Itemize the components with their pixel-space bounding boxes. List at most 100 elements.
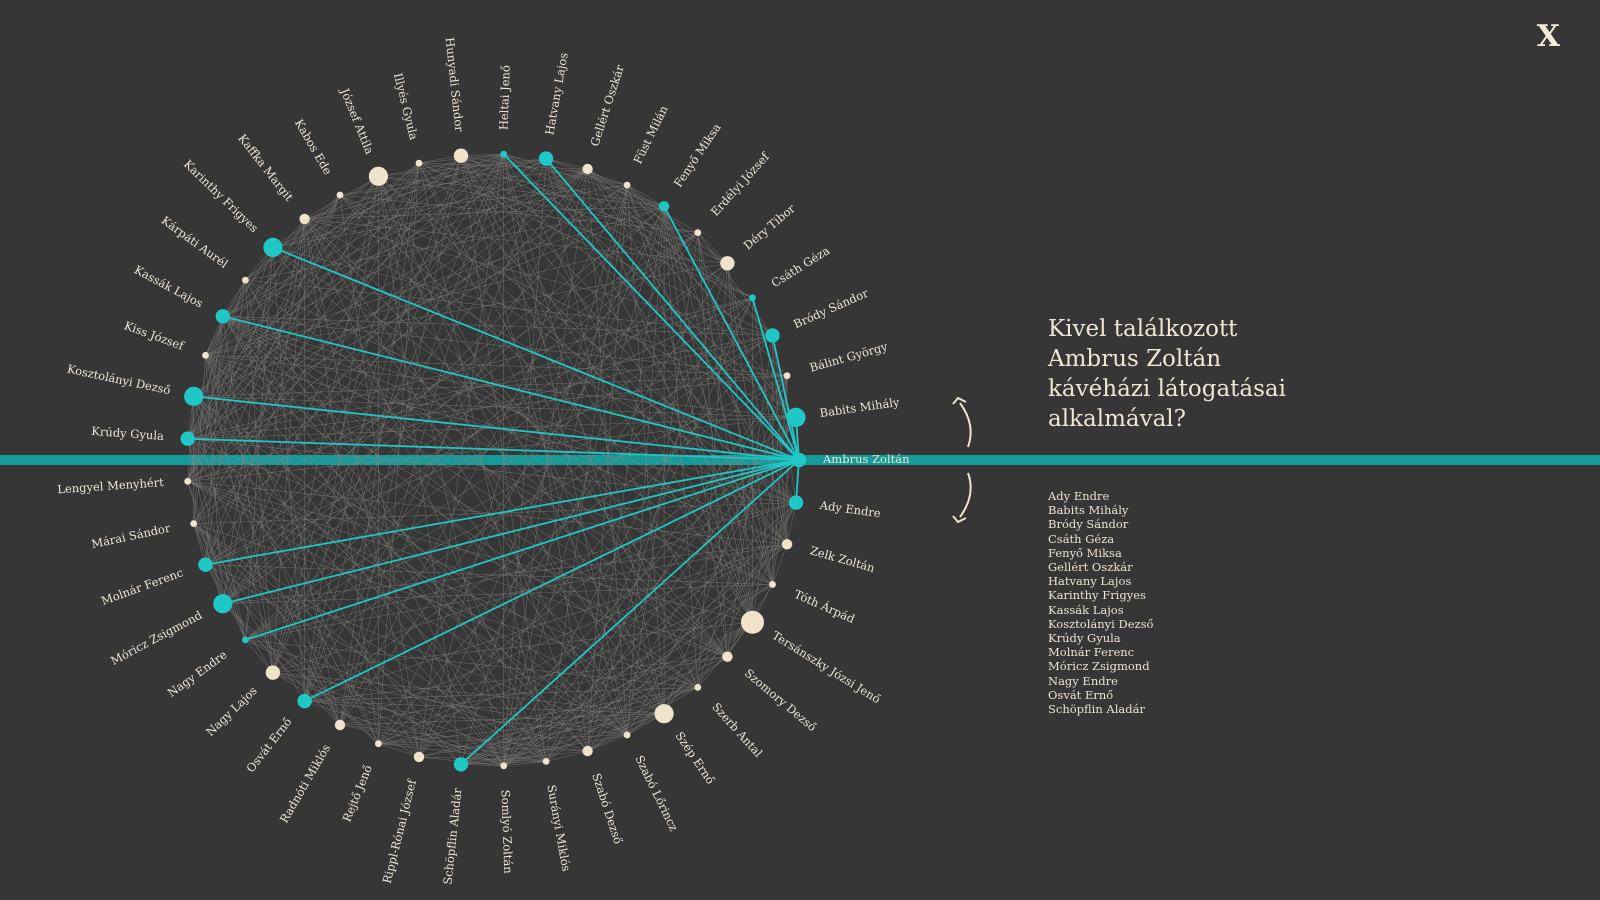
label-brody-sandor[interactable]: Bródy Sándor xyxy=(791,286,871,332)
node-rejto-jeno[interactable] xyxy=(375,740,382,748)
label-fenyo-miksa[interactable]: Fenyő Miksa xyxy=(671,121,724,190)
node-molnar-ferenc[interactable] xyxy=(198,557,213,572)
label-nagy-lajos[interactable]: Nagy Lajos xyxy=(203,683,260,739)
label-erdelyi-jozsef[interactable]: Erdélyi József xyxy=(708,149,773,218)
close-button[interactable]: X xyxy=(1536,19,1560,54)
edge xyxy=(339,155,462,726)
node-szep-erno[interactable] xyxy=(654,704,674,724)
label-jozsef-attila[interactable]: József Attila xyxy=(337,85,377,156)
node-kiss-jozsef[interactable] xyxy=(202,351,209,359)
node-balint-gyorgy[interactable] xyxy=(783,372,791,380)
label-somlyo-zoltan[interactable]: Somlyó Zoltán xyxy=(499,790,516,875)
node-erdelyi-jozsef[interactable] xyxy=(694,229,702,237)
edge xyxy=(587,687,698,752)
node-kaffka-margit[interactable] xyxy=(299,213,310,225)
label-nagy-endre[interactable]: Nagy Endre xyxy=(165,647,230,700)
edge xyxy=(222,206,665,604)
node-dery-tibor[interactable] xyxy=(720,256,735,271)
label-kassak-lajos[interactable]: Kassák Lajos xyxy=(132,263,205,311)
node-nagy-lajos[interactable] xyxy=(265,665,281,680)
node-szabo-lorincz[interactable] xyxy=(623,731,631,739)
node-szerb-antal[interactable] xyxy=(694,684,702,691)
edge xyxy=(187,438,797,503)
node-moricz-zsigmond[interactable] xyxy=(213,594,233,614)
label-karinthy-frigyes[interactable]: Karinthy Frigyes xyxy=(181,157,261,235)
label-szabo-lorincz[interactable]: Szabó Lőrincz xyxy=(632,753,681,833)
label-rippl-ronai-jozsef[interactable]: Rippl-Rónai József xyxy=(380,778,419,885)
label-illyes-gyula[interactable]: Illyés Gyula xyxy=(391,72,421,142)
arrow-down-icon[interactable] xyxy=(959,472,972,518)
label-toth-arpad[interactable]: Tóth Árpád xyxy=(792,587,857,626)
label-balint-gyorgy[interactable]: Bálint György xyxy=(808,339,890,375)
label-radnoti-miklos[interactable]: Radnóti Miklós xyxy=(277,742,333,826)
node-hatvany-lajos[interactable] xyxy=(538,151,554,166)
label-karpati-aurel[interactable]: Kárpáti Aurél xyxy=(159,213,231,271)
label-szabo-dezso[interactable]: Szabó Dezső xyxy=(589,771,625,845)
label-szerb-antal[interactable]: Szerb Antal xyxy=(709,700,765,760)
node-tersanszky-jozsi-jeno[interactable] xyxy=(741,610,764,634)
label-lengyel-menyhert[interactable]: Lengyel Menyhért xyxy=(57,475,165,496)
node-rippl-ronai-jozsef[interactable] xyxy=(413,751,425,763)
node-kosztolanyi-dezso[interactable] xyxy=(184,386,204,406)
label-schopflin-aladar[interactable]: Schöpflin Aladár xyxy=(440,787,464,885)
label-kabos-ede[interactable]: Kabos Ede xyxy=(292,117,335,178)
node-radnoti-miklos[interactable] xyxy=(334,719,346,731)
label-zelk-zoltan[interactable]: Zelk Zoltán xyxy=(809,543,877,575)
edge xyxy=(587,502,797,752)
label-moricz-zsigmond[interactable]: Móricz Zsigmond xyxy=(108,608,205,668)
label-szep-erno[interactable]: Szép Ernő xyxy=(673,729,718,787)
node-lengyel-menyhert[interactable] xyxy=(184,477,192,485)
node-suranyi-miklos[interactable] xyxy=(542,758,550,765)
node-schopflin-aladar[interactable] xyxy=(453,757,469,772)
label-ambrus-zoltan[interactable]: Ambrus Zoltán xyxy=(822,452,910,466)
edge xyxy=(503,153,797,418)
node-szomory-dezso[interactable] xyxy=(722,651,733,662)
label-krudy-gyula[interactable]: Krúdy Gyula xyxy=(91,424,165,443)
node-fust-milan[interactable] xyxy=(623,181,631,189)
node-osvat-erno[interactable] xyxy=(297,693,312,709)
label-gellert-oszkar[interactable]: Gellért Oszkár xyxy=(587,63,627,148)
node-krudy-gyula[interactable] xyxy=(180,431,195,446)
label-suranyi-miklos[interactable]: Surányi Miklós xyxy=(544,784,573,873)
label-ady-endre[interactable]: Ady Endre xyxy=(818,498,882,521)
label-kosztolanyi-dezso[interactable]: Kosztolányi Dezső xyxy=(66,362,172,398)
node-fenyo-miksa[interactable] xyxy=(658,201,670,212)
arrow-up-icon[interactable] xyxy=(959,402,972,448)
node-karinthy-frigyes[interactable] xyxy=(263,237,283,257)
label-kaffka-margit[interactable]: Kaffka Margit xyxy=(235,131,296,204)
node-toth-arpad[interactable] xyxy=(769,581,776,588)
label-babits-mihaly[interactable]: Babits Mihály xyxy=(819,395,901,420)
node-heltai-jeno[interactable] xyxy=(500,150,508,158)
label-hatvany-lajos[interactable]: Hatvany Lajos xyxy=(542,51,570,136)
label-tersanszky-jozsi-jeno[interactable]: Tersánszky Józsi Jenő xyxy=(770,628,883,706)
node-jozsef-attila[interactable] xyxy=(368,166,388,186)
edge xyxy=(187,162,420,439)
label-marai-sandor[interactable]: Márai Sándor xyxy=(90,521,172,551)
label-hunyadi-sandor[interactable]: Hunyadi Sándor xyxy=(443,37,467,133)
label-szomory-dezso[interactable]: Szomory Dezső xyxy=(742,666,819,734)
node-brody-sandor[interactable] xyxy=(765,328,780,343)
label-fust-milan[interactable]: Füst Milán xyxy=(631,103,671,166)
node-kassak-lajos[interactable] xyxy=(215,309,230,324)
label-molnar-ferenc[interactable]: Molnár Ferenc xyxy=(99,565,185,608)
node-szabo-dezso[interactable] xyxy=(582,745,593,757)
label-rejto-jeno[interactable]: Rejtő Jenő xyxy=(340,763,375,824)
node-babits-mihaly[interactable] xyxy=(786,407,806,427)
node-ambrus-zoltan[interactable] xyxy=(791,452,807,468)
node-marai-sandor[interactable] xyxy=(190,520,198,527)
node-csath-geza[interactable] xyxy=(749,294,756,302)
label-csath-geza[interactable]: Csáth Géza xyxy=(769,243,833,290)
node-hunyadi-sandor[interactable] xyxy=(453,148,469,163)
node-nagy-endre[interactable] xyxy=(242,636,249,644)
label-heltai-jeno[interactable]: Heltai Jenő xyxy=(497,65,513,131)
label-osvat-erno[interactable]: Osvát Ernő xyxy=(243,715,294,775)
label-dery-tibor[interactable]: Déry Tibor xyxy=(741,201,798,252)
node-kabos-ede[interactable] xyxy=(336,191,344,199)
node-karpati-aurel[interactable] xyxy=(242,276,249,284)
label-kiss-jozsef[interactable]: Kiss József xyxy=(122,318,186,353)
node-illyes-gyula[interactable] xyxy=(415,159,423,167)
node-ady-endre[interactable] xyxy=(788,495,804,510)
node-gellert-oszkar[interactable] xyxy=(582,163,593,175)
node-zelk-zoltan[interactable] xyxy=(781,539,793,550)
node-somlyo-zoltan[interactable] xyxy=(500,762,508,770)
